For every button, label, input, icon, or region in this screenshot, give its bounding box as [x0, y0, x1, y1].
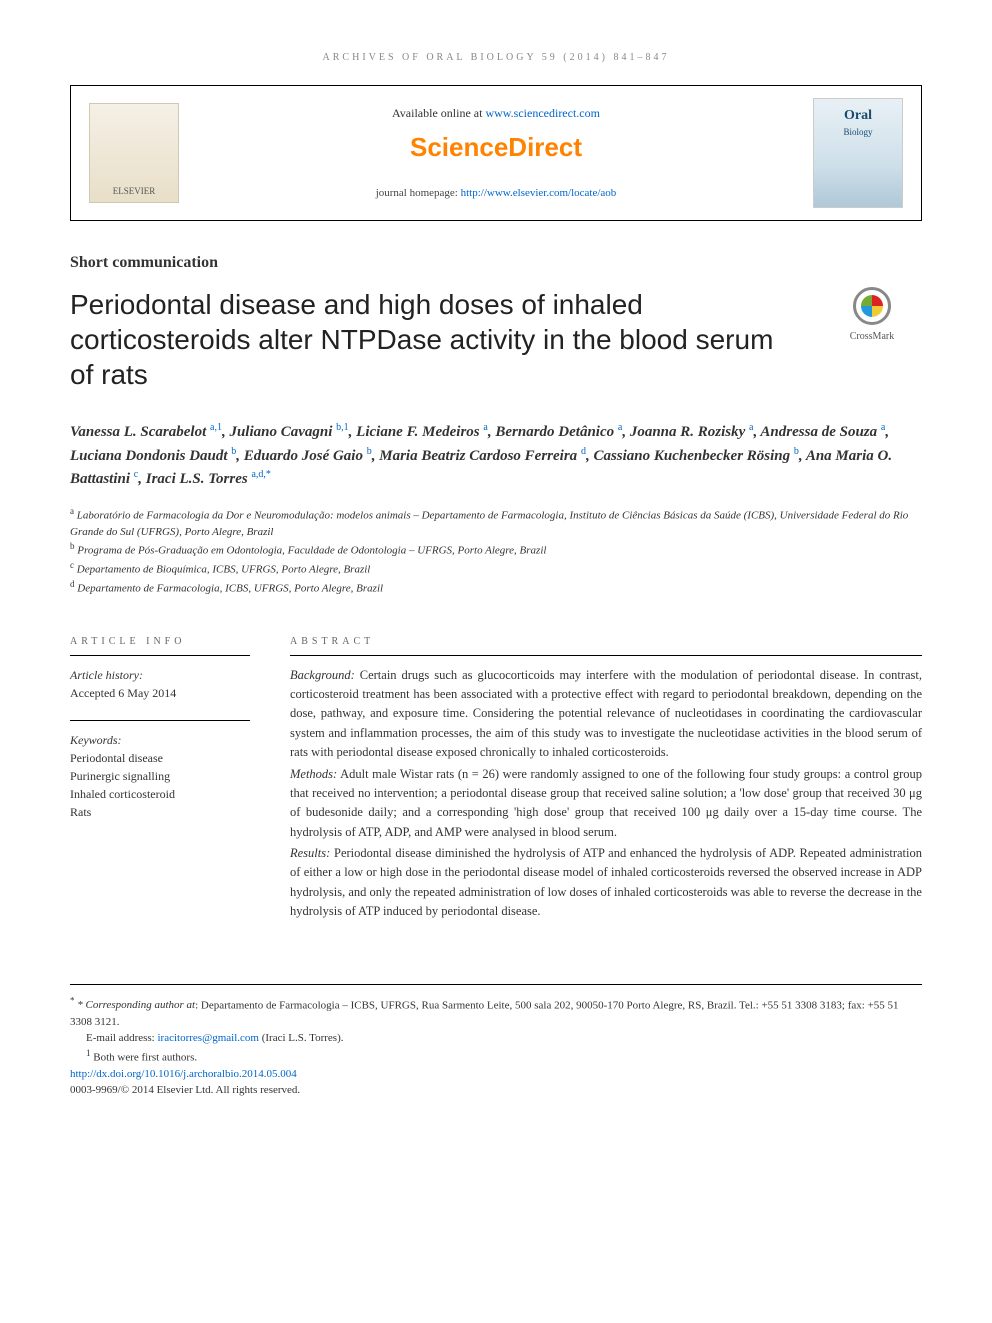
- affiliation-item: b Programa de Pós-Graduação em Odontolog…: [70, 540, 922, 559]
- article-title: Periodontal disease and high doses of in…: [70, 287, 802, 392]
- running-head: ARCHIVES OF ORAL BIOLOGY 59 (2014) 841–8…: [70, 50, 922, 65]
- keywords-label: Keywords:: [70, 731, 250, 749]
- article-type: Short communication: [70, 251, 922, 275]
- article-history-label: Article history:: [70, 666, 250, 684]
- affiliation-item: a Laboratório de Farmacologia da Dor e N…: [70, 505, 922, 541]
- journal-cover-title-1: Oral: [844, 105, 872, 126]
- sciencedirect-logo: ScienceDirect: [197, 128, 795, 167]
- footnotes: * * Corresponding author at: Departament…: [70, 984, 922, 1099]
- journal-homepage-line: journal homepage: http://www.elsevier.co…: [197, 185, 795, 202]
- article-info-column: ARTICLE INFO Article history: Accepted 6…: [70, 634, 250, 924]
- email-label: E-mail address:: [86, 1032, 157, 1044]
- article-history-value: Accepted 6 May 2014: [70, 684, 250, 702]
- corresponding-author-note: * * Corresponding author at: Departament…: [70, 995, 922, 1031]
- journal-cover-thumbnail: Oral Biology: [813, 98, 903, 208]
- keyword-item: Rats: [70, 803, 250, 821]
- crossmark-label: CrossMark: [850, 329, 894, 344]
- abstract-paragraph: Methods: Adult male Wistar rats (n = 26)…: [290, 765, 922, 843]
- corr-author-text: : Departamento de Farmacologia – ICBS, U…: [70, 999, 899, 1028]
- affiliation-item: d Departamento de Farmacologia, ICBS, UF…: [70, 578, 922, 597]
- keyword-item: Inhaled corticosteroid: [70, 785, 250, 803]
- email-line: E-mail address: iracitorres@gmail.com (I…: [70, 1030, 922, 1047]
- crossmark-widget[interactable]: CrossMark: [822, 287, 922, 344]
- corr-author-email[interactable]: iracitorres@gmail.com: [157, 1032, 258, 1044]
- publisher-logo: ELSEVIER: [89, 103, 179, 203]
- email-person: (Iraci L.S. Torres).: [259, 1032, 344, 1044]
- affiliation-item: c Departamento de Bioquímica, ICBS, UFRG…: [70, 559, 922, 578]
- available-online-line: Available online at www.sciencedirect.co…: [197, 104, 795, 122]
- journal-cover-title-2: Biology: [843, 126, 872, 140]
- abstract-paragraph: Results: Periodontal disease diminished …: [290, 844, 922, 922]
- doi-link[interactable]: http://dx.doi.org/10.1016/j.archoralbio.…: [70, 1068, 297, 1080]
- journal-homepage-label: journal homepage:: [376, 187, 461, 199]
- journal-homepage-link[interactable]: http://www.elsevier.com/locate/aob: [461, 187, 617, 199]
- author-list: Vanessa L. Scarabelot a,1, Juliano Cavag…: [70, 420, 922, 491]
- keyword-item: Purinergic signalling: [70, 767, 250, 785]
- issn-copyright-line: 0003-9969/© 2014 Elsevier Ltd. All right…: [70, 1082, 922, 1099]
- journal-header: ELSEVIER Available online at www.science…: [70, 85, 922, 221]
- affiliation-list: a Laboratório de Farmacologia da Dor e N…: [70, 505, 922, 598]
- shared-first-author-note: 1 Both were first authors.: [70, 1047, 922, 1066]
- article-info-heading: ARTICLE INFO: [70, 634, 250, 656]
- crossmark-icon: [853, 287, 891, 325]
- sciencedirect-link[interactable]: www.sciencedirect.com: [485, 106, 600, 120]
- keyword-item: Periodontal disease: [70, 749, 250, 767]
- abstract-paragraph: Background: Certain drugs such as glucoc…: [290, 666, 922, 763]
- abstract-column: ABSTRACT Background: Certain drugs such …: [290, 634, 922, 924]
- abstract-heading: ABSTRACT: [290, 634, 922, 656]
- available-online-label: Available online at: [392, 106, 485, 120]
- corr-author-label: * * Corresponding author at: [70, 999, 195, 1011]
